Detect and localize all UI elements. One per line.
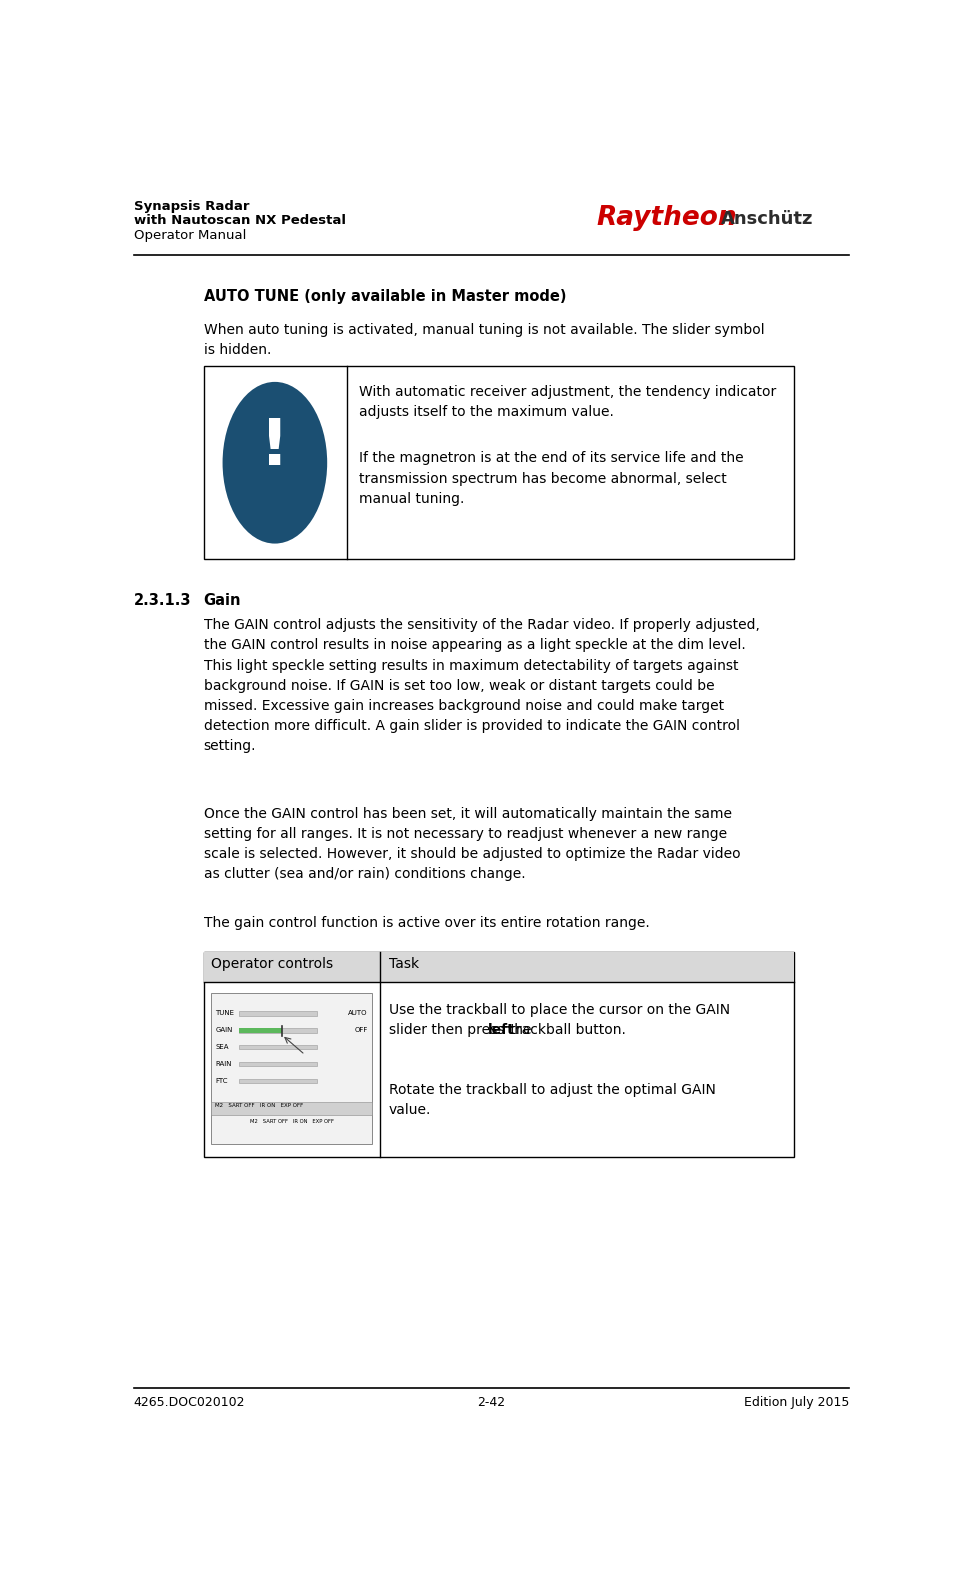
Text: Rotate the trackball to adjust the optimal GAIN: Rotate the trackball to adjust the optim…	[388, 1082, 715, 1096]
Text: transmission spectrum has become abnormal, select: transmission spectrum has become abnorma…	[359, 471, 726, 485]
Bar	[239, 1028, 316, 1033]
Text: slider then press the: slider then press the	[388, 1023, 536, 1037]
Text: Task: Task	[388, 958, 419, 971]
Text: Synapsis Radar: Synapsis Radar	[134, 200, 249, 213]
Text: the GAIN control results in noise appearing as a light speckle at the dim level.: the GAIN control results in noise appear…	[203, 638, 745, 652]
Text: Raytheon: Raytheon	[596, 205, 737, 231]
Text: setting for all ranges. It is not necessary to readjust whenever a new range: setting for all ranges. It is not necess…	[203, 827, 727, 842]
Text: Gain: Gain	[203, 593, 241, 608]
Text: Operator Manual: Operator Manual	[134, 229, 246, 242]
Bar	[239, 1045, 316, 1050]
Text: The gain control function is active over its entire rotation range.: The gain control function is active over…	[203, 916, 649, 931]
Text: With automatic receiver adjustment, the tendency indicator: With automatic receiver adjustment, the …	[359, 385, 776, 399]
Text: OFF: OFF	[355, 1028, 368, 1033]
Text: trackball button.: trackball button.	[506, 1023, 626, 1037]
Text: 4265.DOC020102: 4265.DOC020102	[134, 1395, 246, 1410]
Text: Operator controls: Operator controls	[211, 958, 334, 971]
Text: M2   SART OFF   IR ON   EXP OFF: M2 SART OFF IR ON EXP OFF	[249, 1118, 334, 1123]
Ellipse shape	[222, 382, 327, 544]
Bar	[203, 951, 794, 1157]
Text: scale is selected. However, it should be adjusted to optimize the Radar video: scale is selected. However, it should be…	[203, 848, 740, 861]
Text: background noise. If GAIN is set too low, weak or distant targets could be: background noise. If GAIN is set too low…	[203, 679, 714, 692]
Text: missed. Excessive gain increases background noise and could make target: missed. Excessive gain increases backgro…	[203, 698, 724, 713]
Text: GAIN: GAIN	[215, 1028, 233, 1033]
Text: as clutter (sea and/or rain) conditions change.: as clutter (sea and/or rain) conditions …	[203, 867, 526, 881]
Bar	[239, 1079, 316, 1083]
Text: Anschütz: Anschütz	[720, 210, 813, 228]
Text: FTC: FTC	[215, 1079, 227, 1083]
Text: !: !	[260, 417, 290, 479]
Text: value.: value.	[388, 1103, 432, 1117]
Text: M2   SART OFF   IR ON   EXP OFF: M2 SART OFF IR ON EXP OFF	[215, 1103, 303, 1109]
Text: The GAIN control adjusts the sensitivity of the Radar video. If properly adjuste: The GAIN control adjusts the sensitivity…	[203, 619, 760, 632]
Text: When auto tuning is activated, manual tuning is not available. The slider symbol: When auto tuning is activated, manual tu…	[203, 323, 764, 337]
Text: Edition July 2015: Edition July 2015	[744, 1395, 849, 1410]
Text: 2.3.1.3: 2.3.1.3	[134, 593, 192, 608]
Text: This light speckle setting results in maximum detectability of targets against: This light speckle setting results in ma…	[203, 659, 738, 673]
Text: adjusts itself to the maximum value.: adjusts itself to the maximum value.	[359, 406, 614, 420]
Text: AUTO TUNE (only available in Master mode): AUTO TUNE (only available in Master mode…	[203, 290, 566, 304]
Text: setting.: setting.	[203, 740, 256, 754]
Bar	[239, 1028, 282, 1033]
Bar	[211, 1103, 372, 1115]
Text: If the magnetron is at the end of its service life and the: If the magnetron is at the end of its se…	[359, 452, 743, 465]
Text: manual tuning.: manual tuning.	[359, 492, 464, 506]
Text: AUTO: AUTO	[348, 1010, 368, 1017]
Text: is hidden.: is hidden.	[203, 344, 271, 356]
Text: with Nautoscan NX Pedestal: with Nautoscan NX Pedestal	[134, 215, 346, 228]
Text: Once the GAIN control has been set, it will automatically maintain the same: Once the GAIN control has been set, it w…	[203, 807, 732, 821]
Text: RAIN: RAIN	[215, 1061, 232, 1068]
Bar	[203, 366, 794, 558]
Text: 2-42: 2-42	[478, 1395, 505, 1410]
Text: SEA: SEA	[215, 1044, 228, 1050]
Text: Use the trackball to place the cursor on the GAIN: Use the trackball to place the cursor on…	[388, 1004, 730, 1017]
Text: left: left	[488, 1023, 514, 1037]
Bar	[211, 993, 372, 1144]
Bar	[239, 1061, 316, 1066]
Bar	[239, 1010, 316, 1015]
Text: TUNE: TUNE	[215, 1010, 234, 1017]
Text: detection more difficult. A gain slider is provided to indicate the GAIN control: detection more difficult. A gain slider …	[203, 719, 739, 733]
Bar	[203, 951, 794, 983]
